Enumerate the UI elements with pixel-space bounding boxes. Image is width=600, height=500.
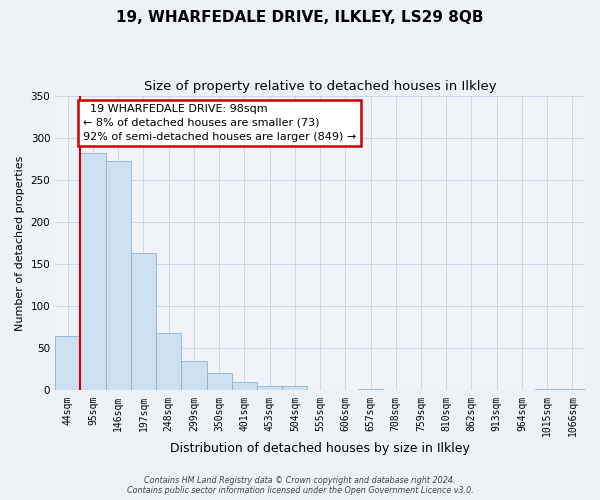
Bar	[156, 333, 181, 390]
Bar	[181, 361, 206, 390]
Y-axis label: Number of detached properties: Number of detached properties	[15, 156, 25, 330]
Bar	[55, 336, 80, 390]
Bar	[131, 253, 156, 390]
Title: Size of property relative to detached houses in Ilkley: Size of property relative to detached ho…	[144, 80, 496, 93]
Bar	[232, 382, 257, 390]
Bar	[80, 153, 106, 390]
Text: Contains HM Land Registry data © Crown copyright and database right 2024.
Contai: Contains HM Land Registry data © Crown c…	[127, 476, 473, 495]
Text: 19, WHARFEDALE DRIVE, ILKLEY, LS29 8QB: 19, WHARFEDALE DRIVE, ILKLEY, LS29 8QB	[116, 10, 484, 25]
Bar	[206, 373, 232, 390]
Bar	[358, 389, 383, 390]
Bar	[106, 162, 131, 390]
Bar	[282, 386, 307, 390]
X-axis label: Distribution of detached houses by size in Ilkley: Distribution of detached houses by size …	[170, 442, 470, 455]
Bar	[560, 389, 585, 390]
Bar	[257, 386, 282, 390]
Text: 19 WHARFEDALE DRIVE: 98sqm
← 8% of detached houses are smaller (73)
92% of semi-: 19 WHARFEDALE DRIVE: 98sqm ← 8% of detac…	[83, 104, 356, 142]
Bar	[535, 389, 560, 390]
